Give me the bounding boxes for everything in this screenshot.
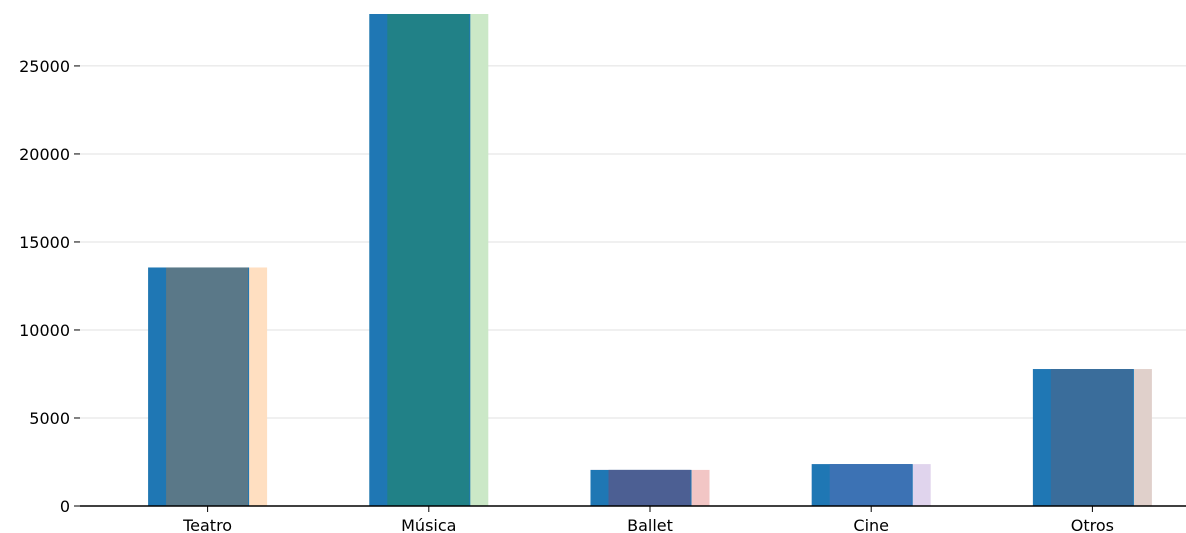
x-tick-label: Cine <box>853 516 889 533</box>
bar-overlay-2 <box>608 469 691 506</box>
bar-overlay-0 <box>166 267 249 506</box>
x-tick-label: Otros <box>1071 516 1114 533</box>
y-tick-label: 10000 <box>19 321 70 340</box>
bars <box>148 14 1152 506</box>
x-tick-label: Teatro <box>182 516 232 533</box>
bar-overlay-4 <box>1050 369 1133 506</box>
y-tick-label: 25000 <box>19 57 70 76</box>
x-tick-label: Música <box>401 516 456 533</box>
y-tick-label: 0 <box>60 497 70 516</box>
y-tick-label: 20000 <box>19 145 70 164</box>
bar-overlay-1 <box>387 14 470 506</box>
y-tick-label: 5000 <box>29 409 70 428</box>
y-tick-label: 15000 <box>19 233 70 252</box>
bar-overlay-3 <box>829 464 912 506</box>
x-tick-label: Ballet <box>627 516 673 533</box>
axes: 0 5000 10000 15000 20000 25000 Teatro Música Bal… <box>19 57 1186 533</box>
